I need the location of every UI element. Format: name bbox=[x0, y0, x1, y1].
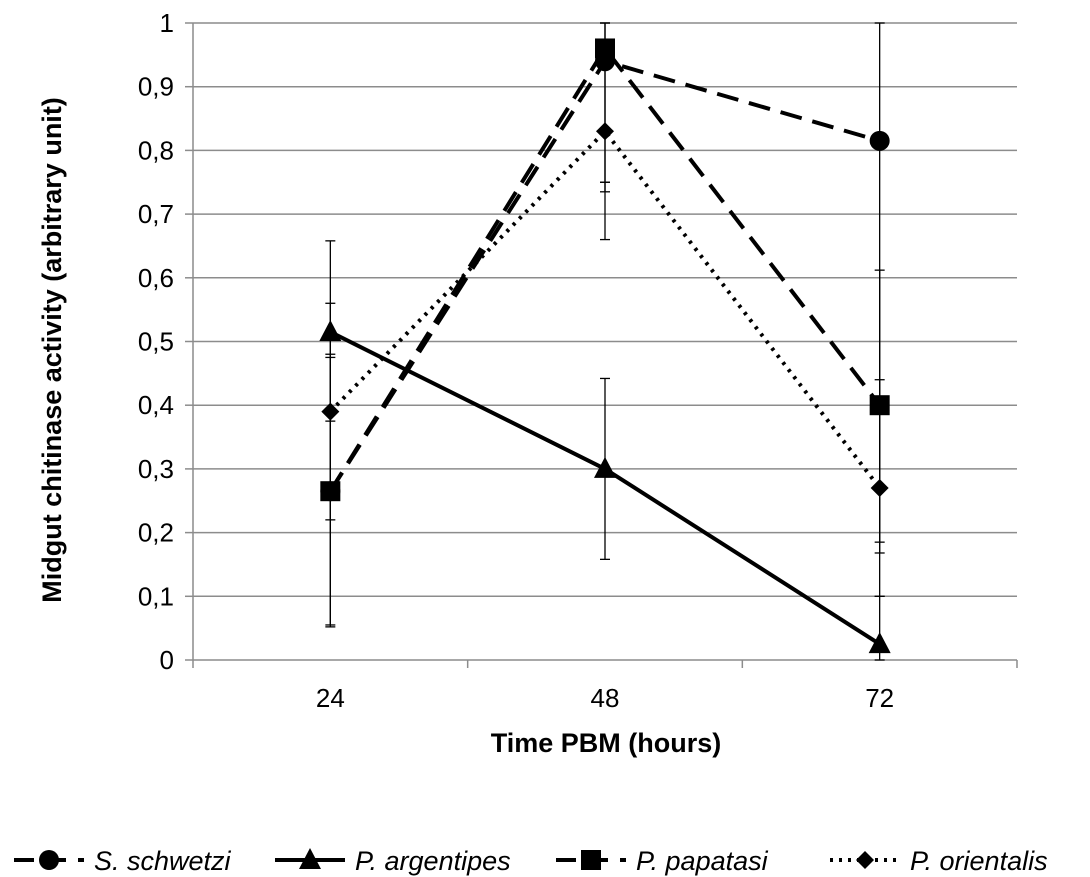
y-tick-label: 0,3 bbox=[138, 454, 174, 484]
legend-marker-s-schwetzi bbox=[39, 850, 59, 870]
point-s-schwetzi bbox=[869, 130, 890, 151]
y-tick-labels: 0 0,1 0,2 0,3 0,4 0,5 0,6 0,7 0,8 0,9 1 bbox=[138, 8, 174, 675]
point-p-orientalis bbox=[596, 122, 614, 141]
y-tick-label: 0,9 bbox=[138, 72, 174, 102]
y-tick-label: 0,2 bbox=[138, 518, 174, 548]
point-p-argentipes bbox=[594, 456, 616, 478]
point-p-papatasi bbox=[869, 395, 890, 416]
legend-label-p-papatasi: P. papatasi bbox=[636, 846, 769, 876]
legend-marker-p-papatasi bbox=[581, 850, 601, 870]
x-tick-labels: 24 48 72 bbox=[316, 683, 894, 713]
legend-marker-p-argentipes bbox=[299, 848, 321, 869]
series-markers bbox=[319, 38, 891, 654]
y-tick-label: 0,5 bbox=[138, 327, 174, 357]
series-line-p-papatasi bbox=[328, 46, 882, 493]
legend-marker-p-orientalis bbox=[856, 851, 874, 869]
y-tick-label: 1 bbox=[160, 8, 174, 38]
point-p-argentipes bbox=[319, 319, 342, 341]
legend: S. schwetzi P. argentipes P. papatasi P. or… bbox=[14, 846, 1048, 876]
y-tick-label: 0,4 bbox=[138, 390, 174, 420]
axes bbox=[185, 22, 1018, 668]
point-p-papatasi bbox=[320, 481, 341, 502]
legend-label-p-orientalis: P. orientalis bbox=[910, 846, 1048, 876]
point-p-argentipes bbox=[868, 632, 891, 654]
y-tick-label: 0,7 bbox=[138, 199, 174, 229]
x-tick-label: 24 bbox=[316, 683, 345, 713]
y-tick-label: 0,6 bbox=[138, 263, 174, 293]
legend-label-p-argentipes: P. argentipes bbox=[355, 846, 511, 876]
y-tick-label: 0,8 bbox=[138, 135, 174, 165]
x-tick-label: 48 bbox=[591, 683, 620, 713]
legend-label-s-schwetzi: S. schwetzi bbox=[94, 846, 232, 876]
y-axis-title: Midgut chitinase activity (arbitrary uni… bbox=[37, 97, 67, 603]
point-p-orientalis bbox=[321, 402, 340, 421]
y-tick-label: 0 bbox=[160, 645, 174, 675]
error-bars bbox=[325, 22, 885, 661]
x-tick-label: 72 bbox=[865, 683, 894, 713]
y-tick-label: 0,1 bbox=[138, 581, 174, 611]
point-p-orientalis bbox=[870, 479, 889, 498]
x-axis-title: Time PBM (hours) bbox=[491, 728, 722, 758]
point-p-papatasi bbox=[595, 38, 615, 59]
